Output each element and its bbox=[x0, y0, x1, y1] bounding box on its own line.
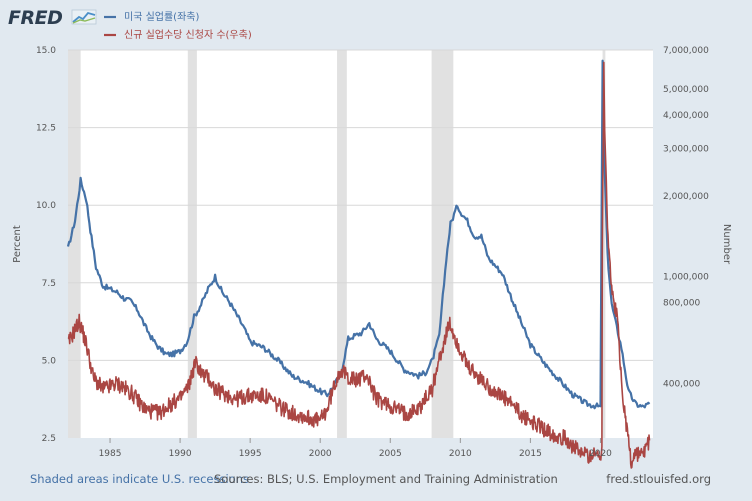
y-tick-right-label: 1,000,000 bbox=[663, 273, 709, 283]
fred-logo-chart-icon bbox=[71, 9, 97, 25]
y-tick-right-label: 5,000,000 bbox=[663, 85, 709, 95]
series-line-initial-claims bbox=[67, 61, 651, 469]
x-tick-label: 2000 bbox=[309, 449, 332, 459]
recession-band bbox=[187, 50, 197, 438]
x-tick-label: 2010 bbox=[449, 449, 472, 459]
x-tick-label: 2015 bbox=[519, 449, 542, 459]
sources-text: Sources: BLS; U.S. Employment and Traini… bbox=[214, 472, 558, 486]
x-tick-label: 2020 bbox=[589, 449, 612, 459]
y-tick-left-label: 5.0 bbox=[42, 356, 57, 366]
y-tick-right-label: 800,000 bbox=[663, 299, 700, 309]
y-axis-left-label: Percent bbox=[12, 225, 23, 263]
x-tick-label: 2005 bbox=[379, 449, 402, 459]
y-tick-left-label: 10.0 bbox=[36, 201, 56, 211]
gridlines bbox=[68, 49, 653, 361]
x-tick-label: 1990 bbox=[169, 449, 192, 459]
legend-label-unrate: 미국 실업률(좌축) bbox=[124, 10, 199, 23]
y-tick-left-label: 15.0 bbox=[36, 46, 56, 56]
y-tick-right-label: 4,000,000 bbox=[663, 111, 709, 121]
y-tick-right-label: 7,000,000 bbox=[663, 46, 709, 56]
y-tick-right-label: 400,000 bbox=[663, 379, 700, 389]
x-tick-label: 1995 bbox=[239, 449, 262, 459]
fred-logo[interactable]: FRED bbox=[8, 7, 97, 29]
recession-band bbox=[337, 50, 347, 438]
y-tick-left-label: 2.5 bbox=[42, 434, 56, 444]
recession-band bbox=[68, 50, 81, 438]
y-tick-right-label: 3,000,000 bbox=[663, 145, 709, 155]
y-tick-left-label: 12.5 bbox=[36, 124, 56, 134]
series-line-unemployment-rate bbox=[66, 59, 651, 410]
x-axis-ticks: 1985 1990 1995 2000 2005 2010 2015 2020 bbox=[99, 438, 612, 459]
fred-site-link[interactable]: fred.stlouisfed.org bbox=[606, 472, 711, 486]
recession-band bbox=[602, 50, 606, 438]
fred-logo-text: FRED bbox=[8, 7, 62, 29]
y-tick-right-label: 2,000,000 bbox=[663, 192, 709, 202]
y-axis-right-label: Number bbox=[721, 224, 732, 265]
recession-note-link[interactable]: Shaded areas indicate U.S. recessions bbox=[30, 472, 249, 486]
x-tick-label: 1985 bbox=[99, 449, 122, 459]
legend: 미국 실업률(좌축) 신규 실업수당 신청자 수(우축) bbox=[104, 10, 252, 41]
y-tick-left-label: 7.5 bbox=[42, 279, 56, 289]
y-axis-left-ticks: 2.5 5.0 7.5 10.0 12.5 15.0 bbox=[36, 46, 56, 444]
y-axis-right-ticks: 400,000 800,000 1,000,000 2,000,000 3,000,00… bbox=[663, 46, 709, 389]
series-lines bbox=[66, 59, 651, 469]
legend-label-claims: 신규 실업수당 신청자 수(우축) bbox=[124, 28, 252, 41]
